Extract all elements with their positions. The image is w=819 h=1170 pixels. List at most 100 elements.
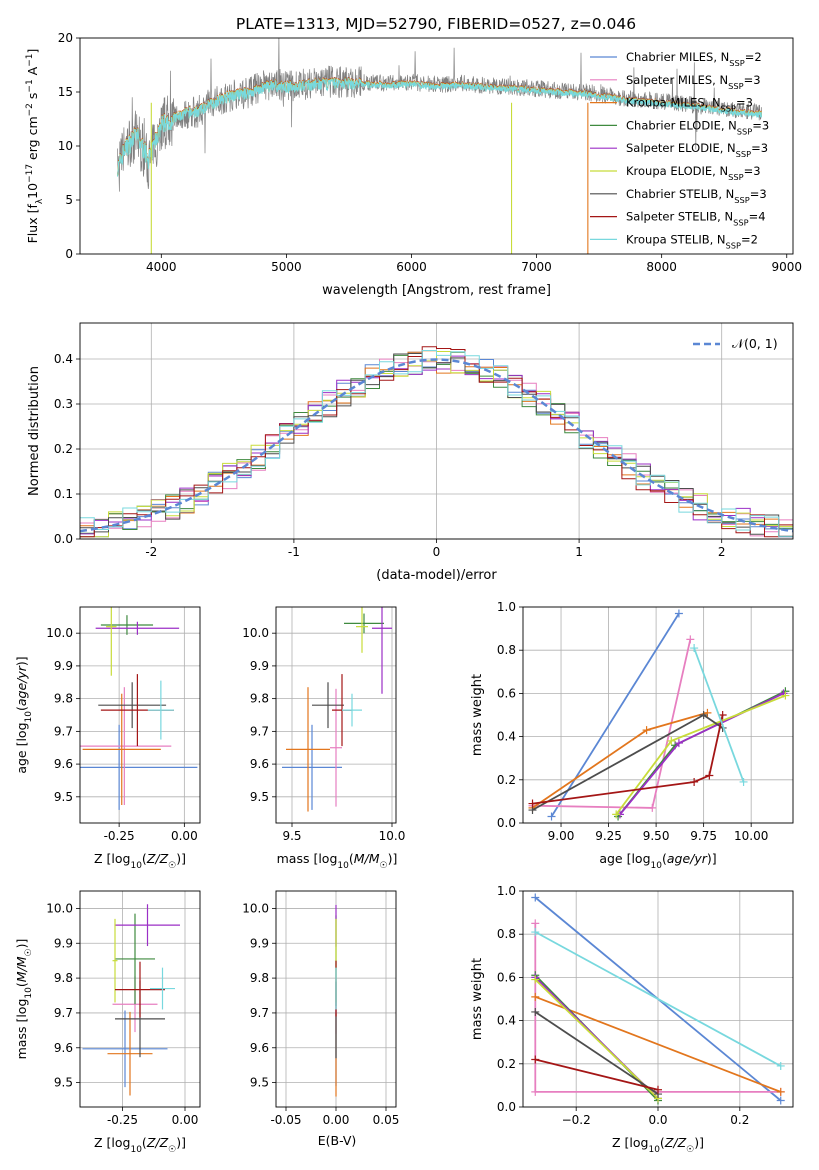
y-tick-label: 0.4 xyxy=(497,730,516,744)
weight_vs_age-frame xyxy=(522,606,794,824)
legend-gauss-label: 𝒩(0, 1) xyxy=(732,336,778,351)
weight-marker xyxy=(739,777,748,786)
y-tick-label: 0.0 xyxy=(54,532,73,546)
y-tick-label: 9.6 xyxy=(250,1041,269,1055)
spectrum-legend: Chabrier MILES, NSSP=2 Salpeter MILES, NS… xyxy=(590,50,769,250)
weight-marker xyxy=(531,893,540,902)
x-tick-label: 2 xyxy=(718,545,726,559)
y-tick-label: 0.2 xyxy=(497,1057,516,1071)
weight-marker xyxy=(674,609,683,618)
y-tick-label: 10 xyxy=(58,139,73,153)
y-tick-label: 5 xyxy=(65,193,73,207)
y-tick-label: 9.9 xyxy=(250,936,269,950)
y-tick-label: 0.8 xyxy=(497,643,516,657)
y-tick-label: 0.2 xyxy=(54,442,73,456)
weight-line xyxy=(534,931,782,1067)
y-tick-label: 9.5 xyxy=(54,1076,73,1090)
histogram-step xyxy=(80,353,793,537)
x-tick-label: −0.2 xyxy=(562,1113,591,1127)
x-tick-label: 10.0 xyxy=(379,829,406,843)
weight-line xyxy=(534,1011,659,1095)
x-tick-label: 10.00 xyxy=(734,829,768,843)
age_vs_Z-errorbars xyxy=(80,607,198,810)
x-tick-label: 7000 xyxy=(521,260,552,274)
weight-marker xyxy=(531,919,540,928)
mass_vs_Z-frame xyxy=(79,890,201,1108)
mass-ebv-xlabel: E(B-V) xyxy=(318,1133,357,1148)
y-tick-label: 0.6 xyxy=(497,970,516,984)
weight-marker xyxy=(612,810,621,819)
legend-label: Salpeter ELODIE, NSSP=3 xyxy=(626,141,768,159)
x-tick-label: 0.00 xyxy=(171,829,198,843)
y-tick-label: 0.6 xyxy=(497,686,516,700)
legend-label: Kroupa STELIB, NSSP=2 xyxy=(626,232,758,250)
age-z-ylabel: age [log10(age/yr)] xyxy=(14,656,34,773)
x-tick-label: 0.05 xyxy=(373,1113,400,1127)
age_vs_mass-frame xyxy=(275,606,397,824)
mass_vs_Z-errorbars xyxy=(82,904,180,1096)
x-tick-label: -1 xyxy=(288,545,300,559)
y-tick-label: 0.4 xyxy=(54,352,73,366)
weight-age-xlabel: age [log10(age/yr)] xyxy=(599,851,716,871)
x-tick-label: -2 xyxy=(145,545,157,559)
histogram-step xyxy=(80,350,793,538)
y-tick-label: 0.3 xyxy=(54,397,73,411)
weight-marker xyxy=(705,771,714,780)
x-tick-label: 0.0 xyxy=(648,1113,667,1127)
weight-z-xlabel: Z [log10(Z/Z☉)] xyxy=(612,1135,704,1155)
weight-marker xyxy=(667,736,676,745)
x-tick-label: -0.25 xyxy=(104,829,135,843)
y-tick-label: 9.5 xyxy=(250,1076,269,1090)
x-tick-label: 0.00 xyxy=(172,1113,199,1127)
weight_vs_Z-lines xyxy=(531,893,785,1105)
y-tick-label: 0.4 xyxy=(497,1014,516,1028)
legend-label: Salpeter MILES, NSSP=3 xyxy=(626,73,761,91)
legend-label: Chabrier MILES, NSSP=2 xyxy=(626,50,762,68)
x-tick-label: 1 xyxy=(575,545,583,559)
weight-marker xyxy=(531,1055,540,1064)
age-z-xlabel: Z [log10(Z/Z☉)] xyxy=(94,851,186,871)
weight-line xyxy=(615,694,786,815)
histogram-step xyxy=(80,355,793,538)
y-tick-label: 0.0 xyxy=(497,1100,516,1114)
mass-z-ylabel: mass [log10(M/M☉)] xyxy=(14,939,34,1060)
y-tick-label: 0 xyxy=(65,247,73,261)
y-tick-label: 9.9 xyxy=(250,659,269,673)
histogram-step xyxy=(80,346,793,538)
x-tick-label: 0.2 xyxy=(730,1113,749,1127)
spectrum-frame xyxy=(79,37,794,255)
x-tick-label: 8000 xyxy=(646,260,677,274)
residual_histogram-axes: -2 -1 0 1 2 0.0 0.1 0.2 0.3 0.4 xyxy=(54,323,793,559)
weight-z-ylabel: mass weight xyxy=(470,958,485,1040)
weight-marker xyxy=(686,635,695,644)
gaussian-curve xyxy=(80,358,793,533)
weight-marker xyxy=(776,1061,785,1070)
weight-marker xyxy=(776,1096,785,1105)
y-tick-label: 0.1 xyxy=(54,487,73,501)
age_vs_mass-axes: 9.5 10.0 9.5 9.6 9.7 9.8 9.9 10.0 xyxy=(242,607,405,843)
y-tick-label: 9.8 xyxy=(54,692,73,706)
weight-line xyxy=(617,690,786,818)
weight-marker xyxy=(528,799,537,808)
weight-marker xyxy=(547,812,556,821)
age-mass-xlabel: mass [log10(M/M☉)] xyxy=(277,851,398,871)
mass_vs_Z-axes: -0.25 0.00 9.5 9.6 9.7 9.8 9.9 10.0 xyxy=(46,891,200,1127)
histogram-xlabel: (data-model)/error xyxy=(376,568,497,583)
y-tick-label: 15 xyxy=(58,85,73,99)
figure-title: PLATE=1313, MJD=52790, FIBERID=0527, z=0… xyxy=(236,15,636,33)
weight-marker xyxy=(699,711,708,719)
x-tick-label: 0.00 xyxy=(323,1113,350,1127)
weight-marker xyxy=(776,1087,785,1096)
spectrum-traces xyxy=(117,38,762,254)
weight-marker xyxy=(781,691,790,700)
age_vs_mass-errorbars xyxy=(282,607,392,812)
weight-marker xyxy=(690,777,699,786)
weight-line xyxy=(532,714,724,805)
y-tick-label: 0.0 xyxy=(497,816,516,830)
weight-marker xyxy=(648,803,657,812)
mass-z-xlabel: Z [log10(Z/Z☉)] xyxy=(94,1135,186,1155)
y-tick-label: 9.6 xyxy=(54,1041,73,1055)
weight-line xyxy=(550,613,680,817)
y-tick-label: 9.6 xyxy=(54,757,73,771)
